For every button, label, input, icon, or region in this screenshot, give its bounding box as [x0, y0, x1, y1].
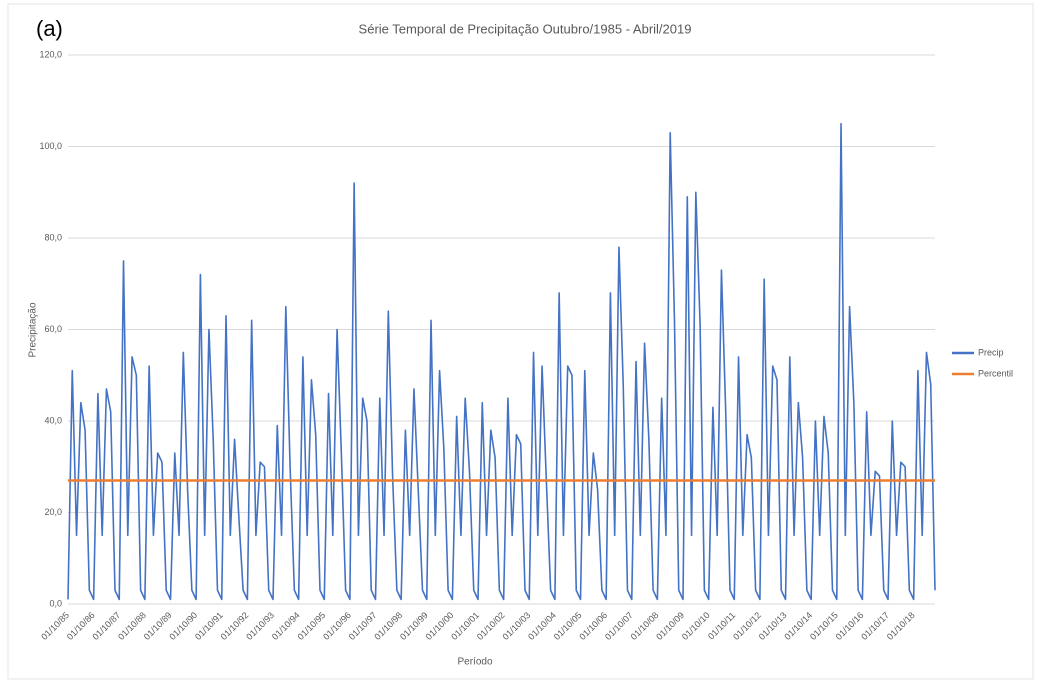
series-line [67, 122, 936, 601]
chart-border [7, 3, 1034, 680]
y-tick-label: 80,0 [44, 232, 62, 242]
y-axis-label: Precipitação [28, 302, 39, 357]
y-tick-label: 0,0 [49, 598, 62, 608]
y-tick-label: 40,0 [44, 415, 62, 425]
x-tick-label: 01/10/10 [680, 610, 712, 642]
legend-label: Precip [978, 347, 1004, 357]
y-tick-label: 20,0 [44, 507, 62, 517]
y-tick-label: 60,0 [44, 324, 62, 334]
x-tick-label: 01/10/18 [885, 610, 917, 642]
panel-label: (a) [36, 16, 63, 41]
chart-title: Série Temporal de Precipitação Outubro/1… [359, 21, 692, 36]
y-tick-label: 100,0 [39, 141, 62, 151]
legend-label: Percentil [978, 368, 1013, 378]
y-tick-label: 120,0 [39, 49, 62, 59]
x-axis-label: Período [457, 657, 492, 668]
